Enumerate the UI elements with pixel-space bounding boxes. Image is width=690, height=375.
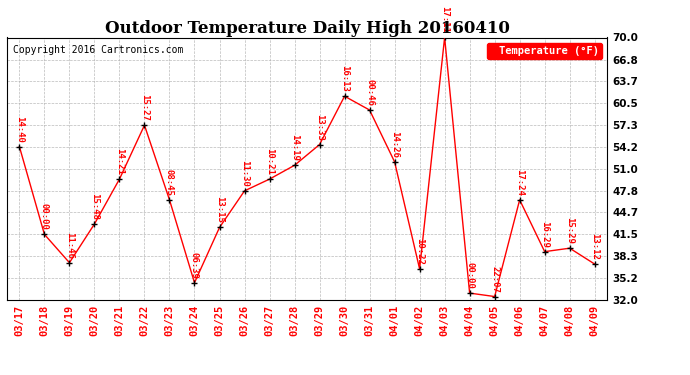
Text: 16:29: 16:29: [540, 220, 549, 248]
Text: 11:30: 11:30: [240, 160, 249, 187]
Text: 13:15: 13:15: [215, 196, 224, 223]
Text: 16:13: 16:13: [340, 65, 349, 92]
Text: 11:46: 11:46: [65, 232, 74, 258]
Text: 13:33: 13:33: [315, 114, 324, 140]
Text: 14:21: 14:21: [115, 148, 124, 175]
Text: 14:26: 14:26: [390, 131, 399, 158]
Text: 14:19: 14:19: [290, 134, 299, 161]
Text: 10:22: 10:22: [415, 238, 424, 265]
Text: 10:21: 10:21: [265, 148, 274, 175]
Text: 22:07: 22:07: [490, 266, 499, 292]
Title: Outdoor Temperature Daily High 20160410: Outdoor Temperature Daily High 20160410: [105, 20, 509, 38]
Text: 13:12: 13:12: [590, 233, 599, 260]
Text: Copyright 2016 Cartronics.com: Copyright 2016 Cartronics.com: [13, 45, 184, 56]
Legend: Temperature (°F): Temperature (°F): [487, 43, 602, 59]
Text: 06:39: 06:39: [190, 252, 199, 279]
Text: 17:11: 17:11: [440, 6, 449, 33]
Text: 00:46: 00:46: [365, 79, 374, 106]
Text: 15:29: 15:29: [565, 217, 574, 244]
Text: 14:40: 14:40: [15, 116, 24, 142]
Text: 15:48: 15:48: [90, 193, 99, 220]
Text: 08:45: 08:45: [165, 169, 174, 196]
Text: 00:00: 00:00: [465, 262, 474, 289]
Text: 17:24: 17:24: [515, 169, 524, 196]
Text: 00:00: 00:00: [40, 203, 49, 230]
Text: 15:27: 15:27: [140, 94, 149, 121]
